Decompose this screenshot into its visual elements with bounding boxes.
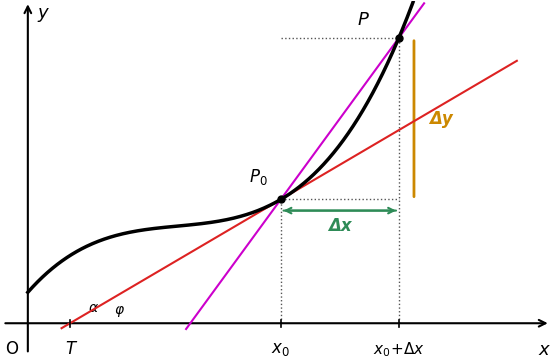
Text: y: y (38, 4, 49, 23)
Text: φ: φ (114, 303, 123, 317)
Text: O: O (5, 340, 18, 358)
Text: Δx: Δx (328, 217, 352, 235)
Text: T: T (65, 340, 75, 358)
Text: $x_0$: $x_0$ (272, 340, 290, 358)
Text: $x_0\!+\!\Delta x$: $x_0\!+\!\Delta x$ (373, 340, 425, 359)
Text: $P_0$: $P_0$ (250, 167, 268, 187)
Text: $P$: $P$ (357, 11, 369, 29)
Text: Δy: Δy (429, 110, 453, 128)
Text: α: α (88, 301, 98, 315)
Text: x: x (539, 340, 549, 359)
